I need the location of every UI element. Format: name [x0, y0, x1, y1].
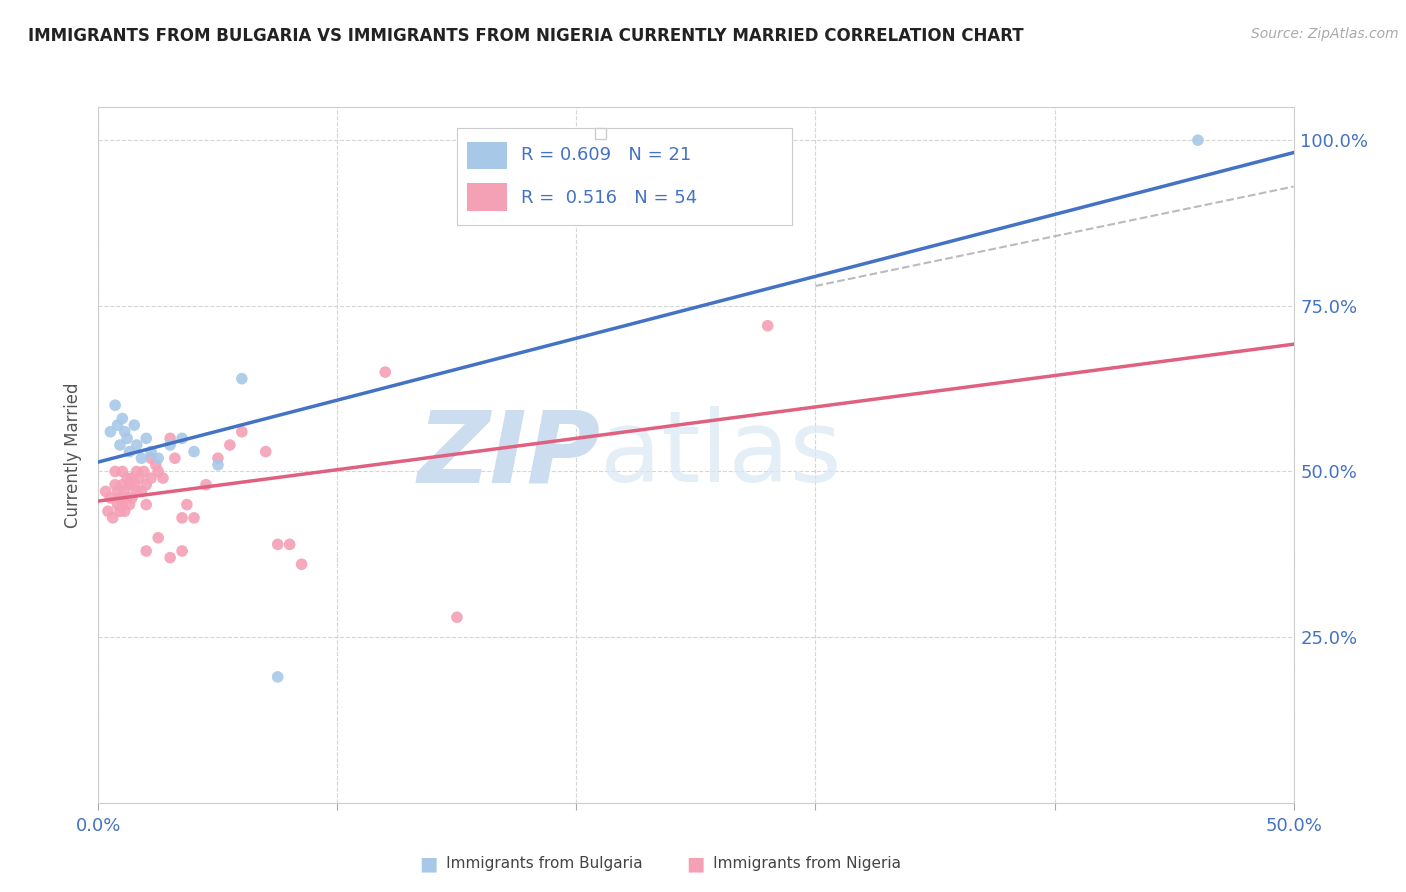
Point	[139, 451, 162, 466]
Point	[231, 372, 253, 386]
Point	[108, 438, 131, 452]
Text: ■: ■	[419, 854, 437, 873]
Point	[98, 425, 122, 439]
Point	[183, 444, 205, 458]
Point	[121, 471, 143, 485]
Legend: 	[595, 128, 606, 139]
Point	[131, 484, 153, 499]
Point	[135, 477, 157, 491]
Text: ■: ■	[686, 854, 704, 873]
Point	[118, 477, 141, 491]
Point	[159, 550, 181, 565]
Point	[159, 431, 181, 445]
Point	[135, 431, 157, 445]
Point	[183, 511, 205, 525]
Point	[107, 484, 129, 499]
Point	[98, 491, 122, 505]
Point	[124, 477, 146, 491]
Point	[194, 477, 218, 491]
Point	[172, 511, 194, 525]
Point	[254, 444, 277, 458]
Point	[104, 477, 127, 491]
Point	[291, 558, 314, 572]
Point	[148, 465, 170, 479]
Point	[115, 471, 138, 485]
Point	[128, 471, 150, 485]
Y-axis label: Currently Married: Currently Married	[65, 382, 83, 528]
Point	[148, 531, 170, 545]
Point	[132, 465, 155, 479]
Point	[125, 465, 148, 479]
Point	[108, 491, 131, 505]
Point	[125, 484, 148, 499]
Point	[267, 537, 290, 551]
Point	[131, 451, 153, 466]
Point	[125, 438, 148, 452]
Text: ■  Immigrants from Nigeria: ■ Immigrants from Nigeria	[689, 856, 901, 871]
Point	[111, 477, 134, 491]
Point	[94, 484, 117, 499]
Point	[114, 425, 136, 439]
Point	[111, 411, 134, 425]
Point	[104, 465, 127, 479]
Point	[163, 451, 186, 466]
Point	[135, 498, 157, 512]
Point	[172, 544, 194, 558]
Point	[219, 438, 242, 452]
Point	[111, 498, 134, 512]
Point	[207, 451, 229, 466]
Point	[145, 458, 167, 472]
Point	[176, 498, 198, 512]
Point	[114, 484, 136, 499]
Point	[267, 670, 290, 684]
Point	[115, 491, 138, 505]
Text: atlas: atlas	[600, 407, 842, 503]
Point	[107, 418, 129, 433]
Point	[207, 458, 229, 472]
Point	[104, 398, 127, 412]
Point	[114, 504, 136, 518]
Text: ■  Immigrants from Bulgaria: ■ Immigrants from Bulgaria	[422, 856, 643, 871]
Point	[152, 471, 174, 485]
Point	[374, 365, 396, 379]
Point	[446, 610, 468, 624]
Point	[101, 511, 124, 525]
Point	[135, 544, 157, 558]
Point	[108, 504, 131, 518]
Point	[139, 471, 162, 485]
Point	[756, 318, 779, 333]
Text: ZIP: ZIP	[418, 407, 600, 503]
Point	[107, 498, 129, 512]
Point	[172, 431, 194, 445]
Point	[159, 438, 181, 452]
Point	[1187, 133, 1209, 147]
Text: Source: ZipAtlas.com: Source: ZipAtlas.com	[1251, 27, 1399, 41]
Point	[278, 537, 301, 551]
Text: IMMIGRANTS FROM BULGARIA VS IMMIGRANTS FROM NIGERIA CURRENTLY MARRIED CORRELATIO: IMMIGRANTS FROM BULGARIA VS IMMIGRANTS F…	[28, 27, 1024, 45]
Point	[97, 504, 120, 518]
Point	[111, 465, 134, 479]
Point	[118, 444, 141, 458]
Point	[231, 425, 253, 439]
Point	[139, 444, 162, 458]
Point	[148, 451, 170, 466]
Point	[121, 491, 143, 505]
Point	[124, 418, 146, 433]
Point	[115, 431, 138, 445]
Point	[118, 498, 141, 512]
